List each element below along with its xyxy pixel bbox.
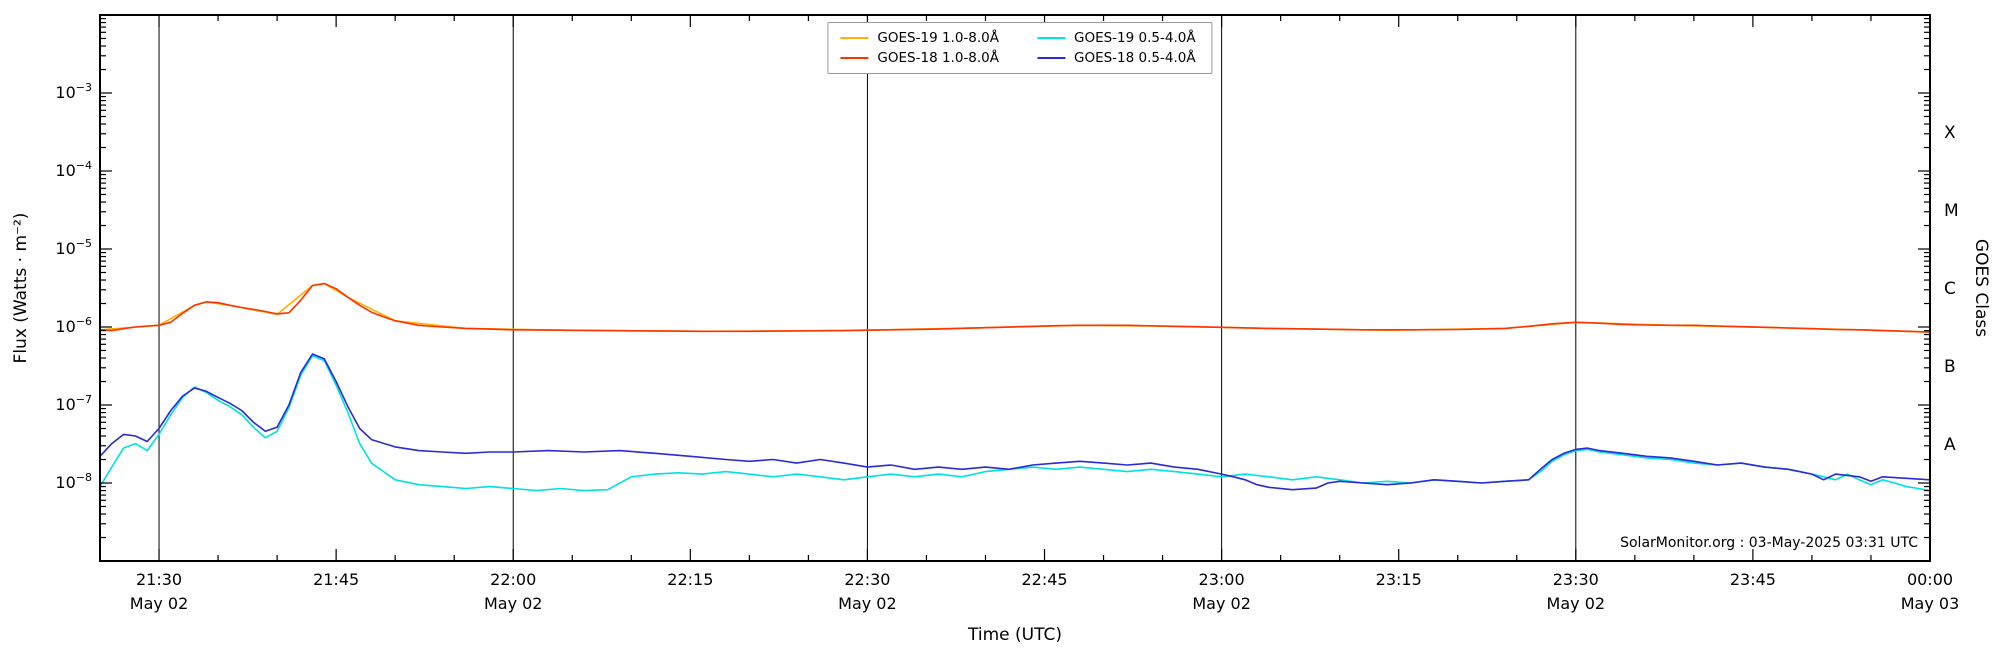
legend-swatch-goes18-short: [1037, 57, 1065, 59]
axis-ticks: [100, 15, 1930, 561]
y-tick-labels: 10−3 10−4 10−5 10−6 10−7 10−8: [55, 81, 92, 492]
x-tick-date-label: May 02: [838, 594, 897, 613]
x-tick-label: 22:30: [844, 570, 890, 589]
right-axis-title: GOES Class: [1971, 239, 1991, 337]
y-tick-label: 10−3: [55, 81, 92, 102]
legend-swatch-goes19-long: [840, 37, 869, 39]
plot-frame: [99, 14, 1931, 562]
y-tick-label: 10−8: [55, 471, 92, 492]
x-axis-title: Time (UTC): [967, 625, 1062, 645]
legend-label-goes19-long: GOES-19 1.0-8.0Å: [877, 30, 999, 46]
x-tick-label: 21:30: [136, 570, 182, 589]
legend-label-goes18-long: GOES-18 1.0-8.0Å: [877, 50, 999, 66]
series-lines: [100, 282, 1930, 492]
x-tick-date-label: May 03: [1901, 594, 1960, 613]
y-tick-label: 10−7: [55, 393, 92, 414]
credit-text: SolarMonitor.org : 03-May-2025 03:31 UTC: [1620, 535, 1918, 551]
series-goes18-short: [100, 353, 1930, 491]
x-tick-date-label: May 02: [130, 594, 189, 613]
goes-class-letter: M: [1944, 201, 1959, 221]
goes-class-letter: X: [1944, 123, 1956, 143]
x-tick-label: 22:15: [667, 570, 713, 589]
legend-label-goes18-short: GOES-18 0.5-4.0Å: [1074, 50, 1196, 66]
goes-class-letter: A: [1944, 435, 1956, 455]
x-tick-label: 00:00: [1907, 570, 1953, 589]
goes-class-letters: X M C B A: [1944, 123, 1959, 455]
x-tick-labels: 21:30 May 02 21:45 22:00 May 02 22:15 22:30 May…: [130, 570, 1959, 613]
x-tick-label: 22:45: [1021, 570, 1067, 589]
series-goes19-short: [100, 354, 1930, 492]
x-tick-label: 22:00: [490, 570, 536, 589]
x-tick-date-label: May 02: [1192, 594, 1251, 613]
legend-item-goes19-short: GOES-19 0.5-4.0Å: [1037, 30, 1196, 46]
x-tick-label: 21:45: [313, 570, 359, 589]
x-tick-date-label: May 02: [484, 594, 543, 613]
y-tick-label: 10−6: [55, 315, 92, 336]
y-tick-label: 10−4: [55, 159, 92, 180]
legend-swatch-goes18-long: [840, 57, 869, 59]
x-tick-label: 23:15: [1376, 570, 1422, 589]
x-tick-date-label: May 02: [1547, 594, 1606, 613]
legend: GOES-19 1.0-8.0Å GOES-19 0.5-4.0Å GOES-1…: [827, 22, 1213, 74]
legend-label-goes19-short: GOES-19 0.5-4.0Å: [1074, 30, 1196, 46]
legend-swatch-goes19-short: [1037, 37, 1065, 39]
y-tick-label: 10−5: [55, 237, 92, 258]
date-gridlines: [158, 15, 1577, 561]
legend-item-goes19-long: GOES-19 1.0-8.0Å: [840, 30, 999, 46]
x-tick-label: 23:00: [1199, 570, 1245, 589]
series-goes18-long: [100, 282, 1930, 333]
y-axis-title: Flux (Watts · m⁻²): [11, 213, 31, 364]
x-tick-label: 23:45: [1730, 570, 1776, 589]
x-tick-label: 23:30: [1553, 570, 1599, 589]
goes-class-letter: B: [1944, 357, 1956, 377]
goes-class-letter: C: [1944, 279, 1956, 299]
legend-item-goes18-long: GOES-18 1.0-8.0Å: [840, 50, 999, 66]
legend-item-goes18-short: GOES-18 0.5-4.0Å: [1037, 50, 1196, 66]
